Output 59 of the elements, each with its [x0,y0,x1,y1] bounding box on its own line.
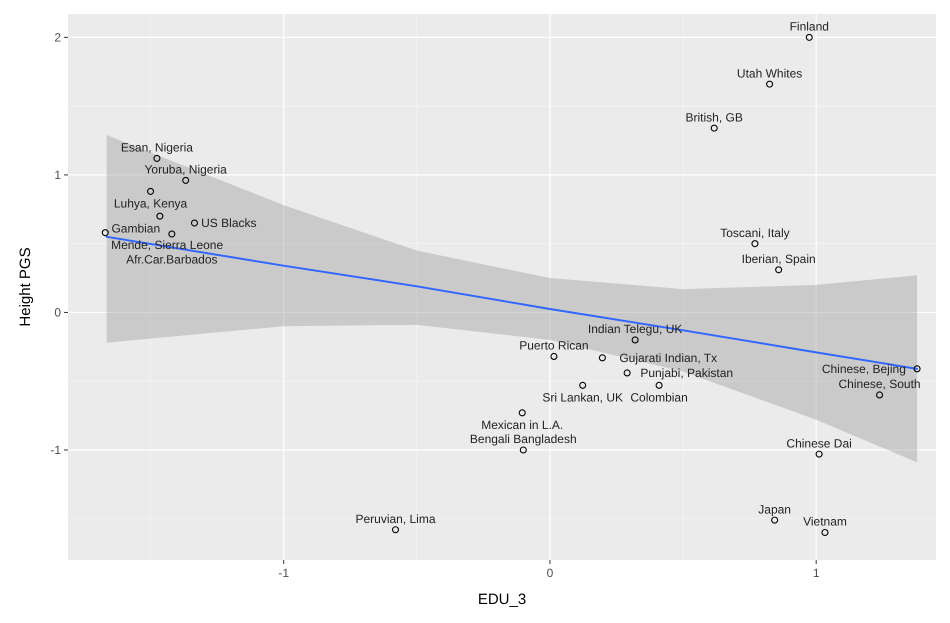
annotation: Puerto Rican [519,338,589,353]
annotation: Peruvian, Lima [355,512,436,526]
y-tick-label: 2 [54,30,62,45]
point [168,230,176,238]
annotation: Luhya, Kenya [114,196,188,211]
annotation: Gambian [111,221,160,236]
annotation: Chinese Dai [786,436,852,450]
annotation: Afr.Car.Barbados [126,252,218,266]
point [876,391,884,398]
point [182,176,190,184]
point [775,266,782,274]
point [156,212,164,220]
point [751,240,758,248]
annotation: Gujarati Indian, Tx [619,351,718,366]
annotation: Sri Lankan, UK [542,390,624,405]
annotation: Colombian [630,390,688,405]
annotation: Chinese, Bejing [822,362,906,376]
point [771,516,778,524]
annotation: Mexican in L.A. [481,418,564,432]
point [821,528,829,536]
point [656,382,663,389]
x-tick-label: 1 [812,566,820,580]
point [806,34,813,41]
annotation: Japan [758,502,791,516]
annotation: Yoruba, Nigeria [144,162,228,177]
annotation: Chinese, South [838,377,921,392]
point [153,154,160,162]
y-tick-label: 0 [54,306,62,320]
point [520,446,527,454]
annotation: British, GB [686,110,743,124]
y-tick-label: 1 [54,168,62,182]
point [816,450,823,458]
y-tick-label: -1 [50,443,62,458]
x-tick-label: -1 [278,566,290,580]
y-axis-title: Height PGS [17,247,34,327]
point [190,220,198,227]
annotation: US Blacks [201,216,256,230]
point [766,80,774,88]
annotation: Iberian, Spain [742,252,816,266]
x-axis-title: EDU_3 [478,591,526,608]
annotation: Finland [790,20,829,34]
point [579,382,586,389]
point [710,124,718,132]
annotation: Toscani, Italy [720,226,790,240]
annotation: Esan, Nigeria [120,140,194,155]
point [598,354,606,362]
point [518,409,526,416]
x-tick-label: 0 [546,566,554,580]
point [624,369,631,376]
point [550,352,558,360]
point [392,526,400,534]
point [632,336,639,344]
annotation: Bengali Bangladesh [470,432,577,446]
point [147,188,154,195]
point [102,229,109,236]
annotation: Utah Whites [736,66,802,80]
annotation: Vietnam [803,514,847,529]
annotation: Punjabi, Pakistan [640,366,734,380]
point [914,365,921,372]
